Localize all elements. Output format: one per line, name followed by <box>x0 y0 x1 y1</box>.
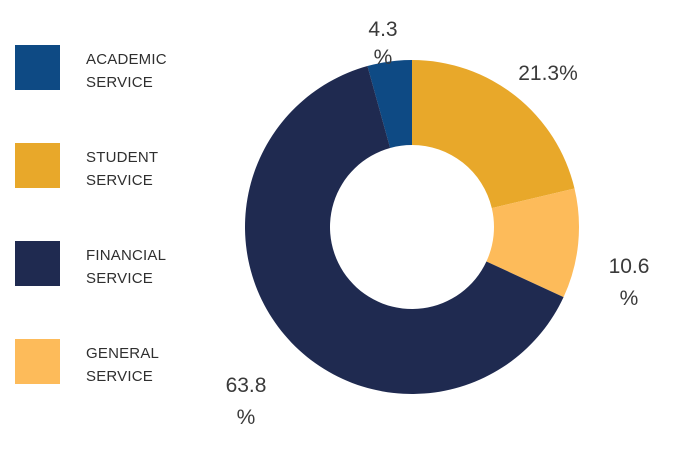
legend-swatch-academic <box>15 45 60 90</box>
legend-item-general: GENERAL SERVICE <box>15 339 215 385</box>
slice-label-financial-line2: % <box>237 406 256 429</box>
legend-swatch-student <box>15 143 60 188</box>
slice-general-service <box>486 188 580 298</box>
donut-slices <box>245 60 580 394</box>
legend-label-academic: ACADEMIC SERVICE <box>86 51 167 91</box>
legend-item-academic: ACADEMIC SERVICE <box>15 45 215 91</box>
legend-label-general: GENERAL SERVICE <box>86 345 160 385</box>
slice-label-academic-line2: % <box>374 46 393 69</box>
legend-label-student: STUDENT SERVICE <box>86 149 159 189</box>
slice-label-general-line1: 10.6 <box>609 255 650 278</box>
slice-label-general-line2: % <box>620 287 639 310</box>
slice-financial-service <box>245 66 564 394</box>
slice-label-academic-line1: 4.3 <box>368 18 397 41</box>
slice-academic-service <box>367 60 412 148</box>
legend-item-student: STUDENT SERVICE <box>15 143 215 189</box>
legend-swatch-general <box>15 339 60 384</box>
slice-label-financial-line1: 63.8 <box>226 374 267 397</box>
legend-item-financial: FINANCIAL SERVICE <box>15 241 215 287</box>
legend-swatch-financial <box>15 241 60 286</box>
legend-label-financial: FINANCIAL SERVICE <box>86 247 167 287</box>
slice-label-student: 21.3% <box>518 62 578 85</box>
chart-legend: ACADEMIC SERVICE STUDENT SERVICE FINANCI… <box>15 0 215 450</box>
slice-student-service <box>412 60 575 209</box>
